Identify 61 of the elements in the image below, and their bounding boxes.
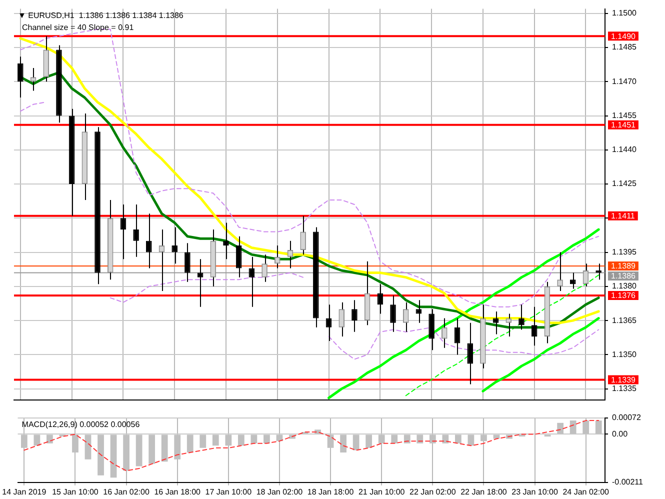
ref-line-label: 1.1451 <box>611 120 636 130</box>
ref-line-label: 1.1386 <box>611 272 636 281</box>
y-tick-label: 0.00072 <box>612 413 642 422</box>
candlestick <box>146 213 152 269</box>
candlestick <box>531 306 538 346</box>
candlestick <box>184 242 190 282</box>
candlestick <box>197 258 204 308</box>
candlestick <box>428 308 434 351</box>
x-tick-label: 17 Jan 10:00 <box>205 487 252 496</box>
candlestick <box>133 204 139 258</box>
x-tick-label: 22 Jan 02:00 <box>410 487 456 496</box>
line-series <box>24 420 600 472</box>
candlestick <box>18 56 24 98</box>
candlestick <box>236 236 242 278</box>
candlestick <box>326 304 332 342</box>
x-tick-label: 16 Jan 02:00 <box>103 487 150 496</box>
x-tick-label: 24 Jan 02:00 <box>562 487 610 496</box>
y-tick-label: 1.1455 <box>612 110 638 120</box>
candlestick <box>274 244 280 269</box>
candlestick <box>570 272 576 290</box>
ref-line-label: 1.1376 <box>611 291 636 300</box>
y-tick-label: 1.1470 <box>612 76 638 86</box>
y-tick-label: 1.1350 <box>612 350 638 359</box>
x-tick-label: 14 Jan 2019 <box>2 487 47 496</box>
x-tick-label: 15 Jan 10:00 <box>52 487 99 496</box>
chart-title: ▼ EURUSD,H1 1.1386 1.1386 1.1384 1.1386 <box>18 11 184 20</box>
chart-title: MACD(12,26,9) 0.00052 0.00056 <box>22 420 140 430</box>
candlestick <box>120 204 126 260</box>
y-tick-label: 1.1380 <box>612 282 638 291</box>
y-tick-label: 1.1485 <box>612 42 638 52</box>
ref-line-label: 1.1339 <box>611 375 636 384</box>
candlestick <box>377 284 384 314</box>
candlestick <box>492 310 499 335</box>
candlestick <box>248 256 255 308</box>
candlestick <box>454 318 460 356</box>
y-tick-label: 1.1365 <box>612 316 638 325</box>
candlestick <box>416 300 422 324</box>
text: Channel size = 40 Slope = 0.91 <box>22 23 134 32</box>
y-tick-label: 1.1500 <box>612 8 638 18</box>
candlestick <box>390 295 396 332</box>
y-tick-label: 0.00 <box>612 429 628 438</box>
y-tick-label: -0.00211 <box>612 478 644 487</box>
y-tick-label: 1.1440 <box>612 145 638 154</box>
candlestick <box>352 300 358 332</box>
candlestick <box>223 222 229 260</box>
candlestick <box>518 304 524 330</box>
x-tick-label: 23 Jan 10:00 <box>512 487 558 496</box>
x-tick-label: 18 Jan 18:00 <box>307 487 354 496</box>
candlestick <box>467 322 473 385</box>
x-tick-label: 21 Jan 10:00 <box>358 487 406 496</box>
ref-line-label: 1.1389 <box>611 262 636 271</box>
x-tick-label: 22 Jan 18:00 <box>460 487 508 496</box>
y-tick-label: 1.1395 <box>612 247 638 256</box>
y-tick-label: 1.1335 <box>612 384 638 394</box>
y-tick-label: 1.1425 <box>612 179 638 188</box>
candlestick <box>172 226 178 264</box>
x-tick-label: 16 Jan 18:00 <box>154 487 202 496</box>
ref-line-label: 1.1411 <box>611 212 636 221</box>
x-tick-label: 18 Jan 02:00 <box>256 487 304 496</box>
ref-line-label: 1.1490 <box>611 32 636 41</box>
candlestick <box>596 263 602 280</box>
